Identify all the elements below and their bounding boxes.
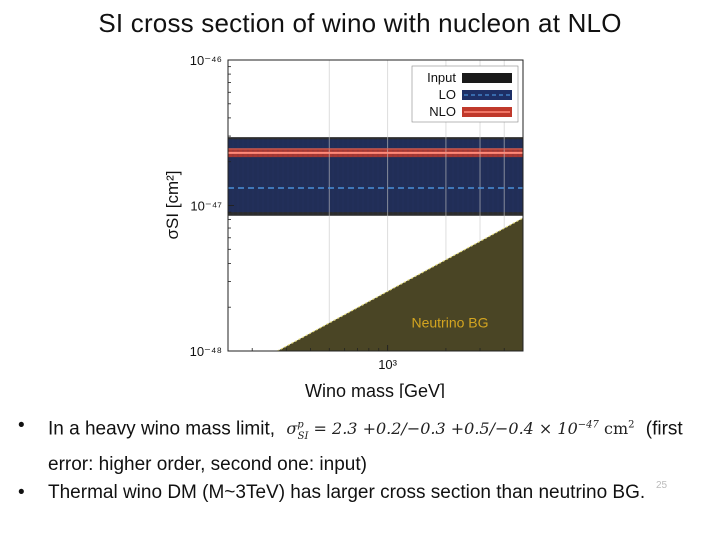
bullet-1-after: (first error: higher order, second one: …	[48, 418, 683, 475]
bullet-dot-icon: •	[18, 481, 25, 503]
legend-label-input: Input	[427, 70, 456, 85]
y-tick-label: 10⁻⁴⁶	[190, 53, 222, 68]
chart-legend: Input LO NLO	[411, 65, 519, 123]
neutrino-bg-boundary	[277, 217, 523, 351]
legend-label-nlo: NLO	[429, 104, 456, 119]
y-axis-label: σSI [cm²]	[163, 170, 182, 239]
x-tick-label: 10³	[378, 357, 397, 372]
cross-section-chart: Neutrino BG 10⁻⁴⁶ 10⁻⁴⁷ 10⁻⁴⁸ 10³ Input LO NL…	[163, 53, 524, 398]
neutrino-bg-region	[277, 218, 523, 351]
legend-swatch-input	[462, 73, 512, 83]
x-axis-label: Wino mass [GeV]	[305, 381, 445, 398]
bullet-1-before: In a heavy wino mass limit,	[48, 418, 276, 440]
axis-ticks: 10⁻⁴⁶ 10⁻⁴⁷ 10⁻⁴⁸ 10³	[190, 53, 505, 372]
bullet-dot-icon: •	[18, 415, 25, 436]
neutrino-bg-label: Neutrino BG	[411, 315, 488, 331]
bullet-item-1: • In a heavy wino mass limit, σpSI = 2.3…	[14, 412, 714, 479]
plot-area: Neutrino BG	[228, 60, 523, 351]
page-number: 25	[656, 480, 668, 491]
bullet-item-2: • Thermal wino DM (M~3TeV) has larger cr…	[14, 479, 714, 507]
y-tick-label: 10⁻⁴⁷	[190, 199, 222, 214]
cross-section-formula: σpSI = 2.3 +0.2/−0.3 +0.5/−0.4 × 10−47 c…	[286, 419, 635, 442]
bullet-list: • In a heavy wino mass limit, σpSI = 2.3…	[14, 412, 714, 507]
slide-title: SI cross section of wino with nucleon at…	[98, 8, 622, 38]
bullet-text-2: Thermal wino DM (M~3TeV) has larger cros…	[48, 481, 646, 503]
bullet-text-1: In a heavy wino mass limit, σpSI = 2.3 +…	[48, 412, 714, 479]
y-tick-label: 10⁻⁴⁸	[190, 344, 222, 359]
legend-label-lo: LO	[439, 87, 456, 102]
